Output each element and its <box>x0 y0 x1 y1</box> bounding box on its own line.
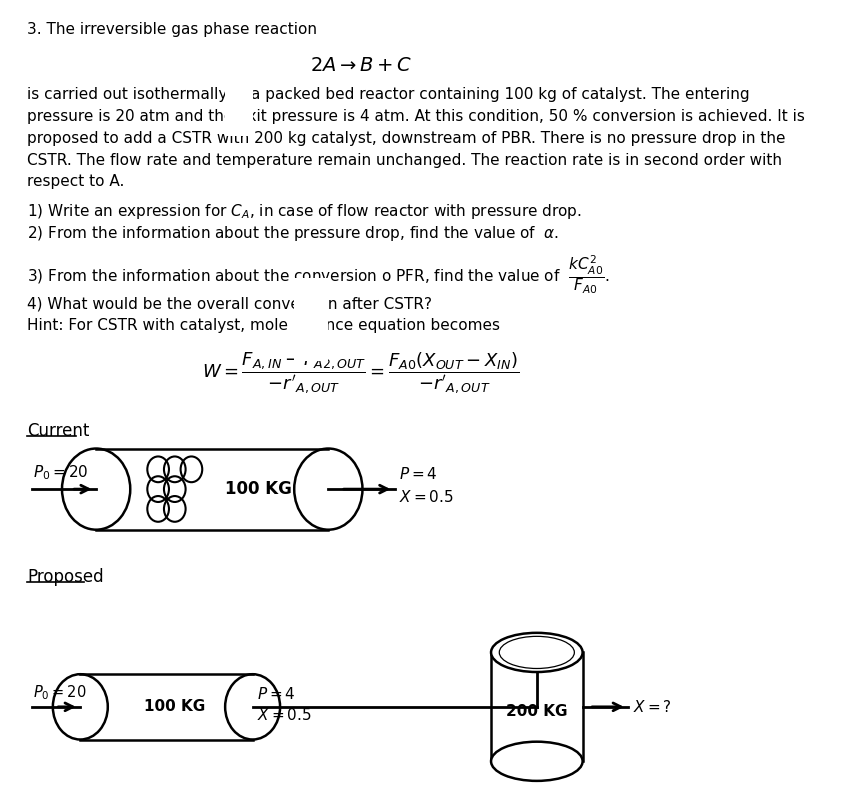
Text: 200 KG: 200 KG <box>506 705 567 719</box>
Text: $X = 0.5$: $X = 0.5$ <box>399 489 454 505</box>
Text: 1) Write an expression for $C_A$, in case of flow reactor with pressure drop.: 1) Write an expression for $C_A$, in cas… <box>27 202 582 221</box>
Text: proposed to add a CSTR with 200 kg catalyst, downstream of PBR. There is no pres: proposed to add a CSTR with 200 kg catal… <box>27 131 786 146</box>
Text: 100 KG: 100 KG <box>225 480 291 498</box>
Polygon shape <box>96 279 328 361</box>
Polygon shape <box>491 48 583 157</box>
Ellipse shape <box>491 742 583 781</box>
Polygon shape <box>81 70 253 135</box>
Text: $P_0 = 20$: $P_0 = 20$ <box>33 684 87 702</box>
Text: 3) From the information about the conversion o PFR, find the value of  $\dfrac{k: 3) From the information about the conver… <box>27 253 610 296</box>
Text: $P_0 = 20$: $P_0 = 20$ <box>33 464 89 482</box>
Text: pressure is 20 atm and the exit pressure is 4 atm. At this condition, 50 % conve: pressure is 20 atm and the exit pressure… <box>27 109 806 124</box>
Text: $W = \dfrac{F_{A,IN} - F_{A2,OUT}}{-r'_{A,OUT}} = \dfrac{F_{A0}(X_{OUT} - X_{IN}: $W = \dfrac{F_{A,IN} - F_{A2,OUT}}{-r'_{… <box>202 350 519 396</box>
Text: $P = 4$: $P = 4$ <box>257 686 296 702</box>
Text: $X = 0.5$: $X = 0.5$ <box>257 707 311 722</box>
Text: respect to A.: respect to A. <box>27 175 125 189</box>
Text: $P = 4$: $P = 4$ <box>399 466 438 482</box>
Text: Current: Current <box>27 421 90 440</box>
Text: 4) What would be the overall conversion after CSTR?: 4) What would be the overall conversion … <box>27 296 433 311</box>
Text: 2) From the information about the pressure drop, find the value of  $\alpha$.: 2) From the information about the pressu… <box>27 224 560 243</box>
Ellipse shape <box>491 633 583 672</box>
Text: $X = ?$: $X = ?$ <box>632 699 671 715</box>
Text: $2A \rightarrow B + C$: $2A \rightarrow B + C$ <box>309 56 412 74</box>
Text: Hint: For CSTR with catalyst, mole balance equation becomes: Hint: For CSTR with catalyst, mole balan… <box>27 318 500 332</box>
Text: is carried out isothermally in a packed bed reactor containing 100 kg of catalys: is carried out isothermally in a packed … <box>27 87 750 102</box>
Text: 100 KG: 100 KG <box>144 699 206 714</box>
Polygon shape <box>225 69 253 136</box>
Polygon shape <box>294 278 328 362</box>
Text: Proposed: Proposed <box>27 568 104 587</box>
Text: 3. The irreversible gas phase reaction: 3. The irreversible gas phase reaction <box>27 22 317 37</box>
Text: CSTR. The flow rate and temperature remain unchanged. The reaction rate is in se: CSTR. The flow rate and temperature rema… <box>27 153 782 167</box>
